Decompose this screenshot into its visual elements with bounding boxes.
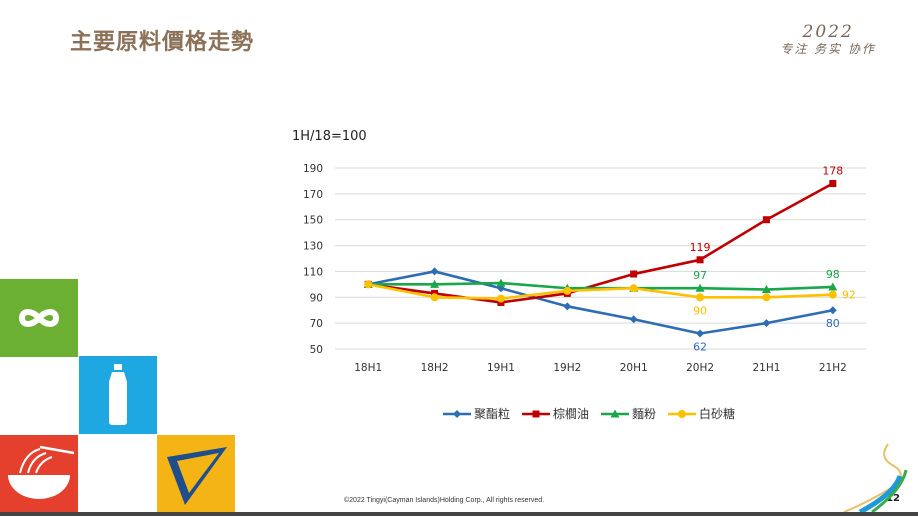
data-label: 90 [693,304,707,317]
y-tick-label: 70 [310,318,323,330]
data-point [829,180,837,188]
page-title: 主要原料價格走勢 [70,30,255,55]
data-point [696,329,705,338]
data-point [630,270,638,278]
copyright-footer: ©2022 Tingyi(Cayman Islands)Holding Corp… [344,497,545,504]
data-point [563,286,572,295]
x-tick-label: 19H2 [553,362,581,374]
swoosh-decoration [843,443,908,515]
x-tick-label: 18H2 [421,362,449,374]
brand-slogan: 专注 务实 协作 [780,42,876,56]
legend-label: 麵粉 [632,407,657,421]
noodle-bowl-icon [8,445,75,499]
x-tick-label: 21H2 [819,362,847,374]
chart-legend: 聚酯粒 棕櫚油 麵粉 白砂糖 [443,405,735,422]
data-point [762,293,771,302]
data-label: 98 [826,268,840,281]
data-point [430,279,440,288]
y-tick-label: 130 [303,241,323,253]
x-tick-label: 20H1 [620,362,648,374]
data-point [629,315,638,324]
data-point [761,285,771,294]
triangle-logo-icon [167,447,227,505]
brand-year: 2022 [802,22,854,42]
legend-label: 棕櫚油 [553,407,590,421]
data-point [762,319,771,328]
series-line-2 [368,182,834,304]
series-line-1 [367,270,834,335]
brand-mark: 2022 专注 务实 协作 [780,22,876,57]
y-tick-label: 50 [310,344,323,356]
y-tick-label: 170 [303,189,323,201]
data-point [364,280,373,289]
red-tile [0,435,78,513]
data-point [828,290,837,299]
y-tick-label: 90 [310,292,323,304]
legend-item: 白砂糖 [668,405,735,422]
page-number: 12 [886,493,900,504]
x-tick-label: 18H1 [354,362,382,374]
data-point [696,256,704,264]
data-label: 178 [822,165,843,178]
data-point [496,278,506,287]
data-point [563,302,572,311]
legend-item: 棕櫚油 [522,405,589,422]
legend-item: 聚酯粒 [443,405,510,422]
data-point [430,293,439,302]
legend-swatch [522,410,551,417]
data-label: 92 [842,289,856,302]
x-tick-label: 19H1 [487,362,515,374]
bottle-icon [109,364,127,425]
legend-swatch [601,409,630,417]
y-tick-label: 110 [303,266,323,278]
data-label: 119 [690,241,711,254]
legend-item: 麵粉 [601,405,656,422]
y-tick-label: 190 [303,163,323,175]
legend-swatch [668,409,697,418]
bottom-band [0,512,918,516]
series-line-4 [367,283,833,300]
x-tick-label: 20H2 [686,362,714,374]
data-point [762,216,770,224]
legend-swatch [443,409,471,418]
data-point [828,306,837,315]
data-point [629,284,638,293]
data-point [496,294,505,303]
data-point [828,282,838,291]
data-point [696,293,705,302]
legend-label: 白砂糖 [699,407,736,421]
chart-title: 1H/18=100 [292,129,367,144]
data-point [430,267,439,276]
blue-tile [79,356,157,434]
infinity-icon [18,309,60,327]
y-tick-label: 150 [303,215,323,227]
yellow-tile [157,435,235,513]
data-label: 97 [693,269,707,282]
green-tile [0,279,78,357]
x-tick-label: 21H1 [752,362,780,374]
data-label: 80 [826,317,840,330]
data-label: 62 [693,340,707,353]
data-point [695,283,705,292]
legend-label: 聚酯粒 [474,407,511,421]
